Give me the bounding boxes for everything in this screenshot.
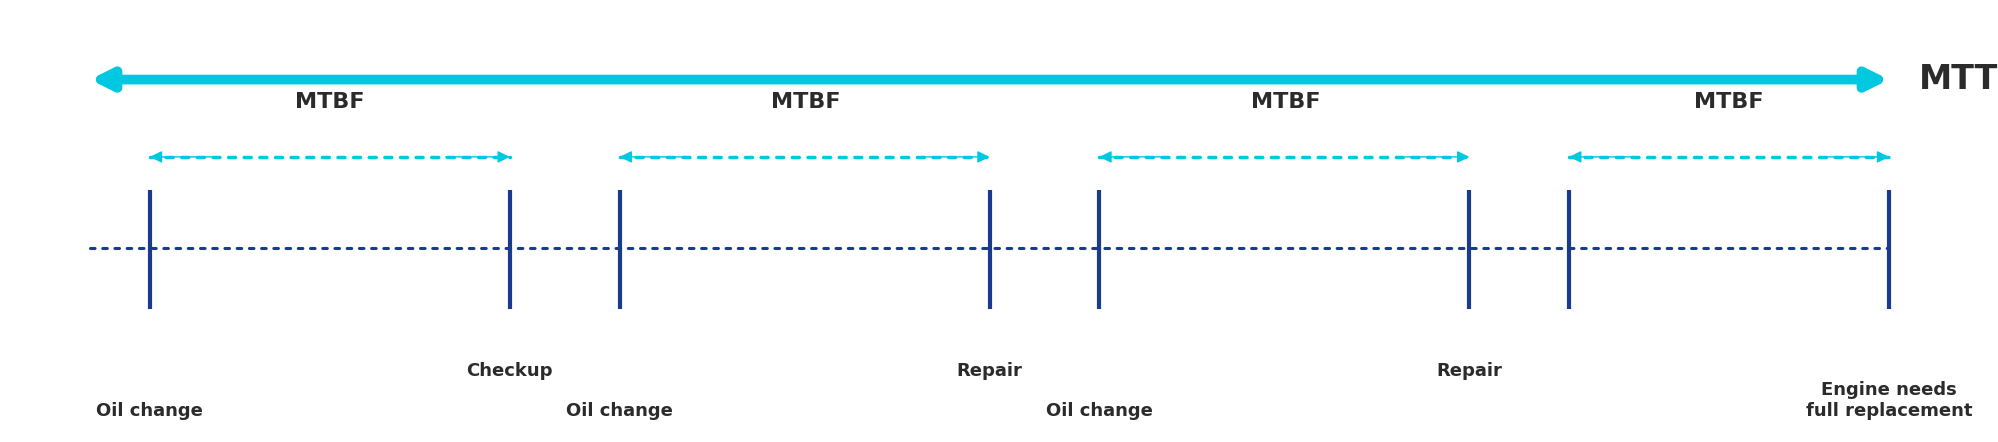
Text: Engine needs
full replacement: Engine needs full replacement — [1804, 381, 1972, 420]
Text: Oil change: Oil change — [1045, 402, 1153, 420]
Text: Oil change: Oil change — [96, 402, 204, 420]
Text: MTTR: MTTR — [1918, 63, 1998, 96]
Text: MTBF: MTBF — [1251, 91, 1319, 112]
Text: Repair: Repair — [957, 362, 1021, 380]
Text: Repair: Repair — [1437, 362, 1500, 380]
Text: Oil change: Oil change — [565, 402, 673, 420]
Text: MTBF: MTBF — [1694, 91, 1762, 112]
Text: Checkup: Checkup — [466, 362, 553, 380]
Text: MTBF: MTBF — [296, 91, 364, 112]
Text: MTBF: MTBF — [771, 91, 839, 112]
